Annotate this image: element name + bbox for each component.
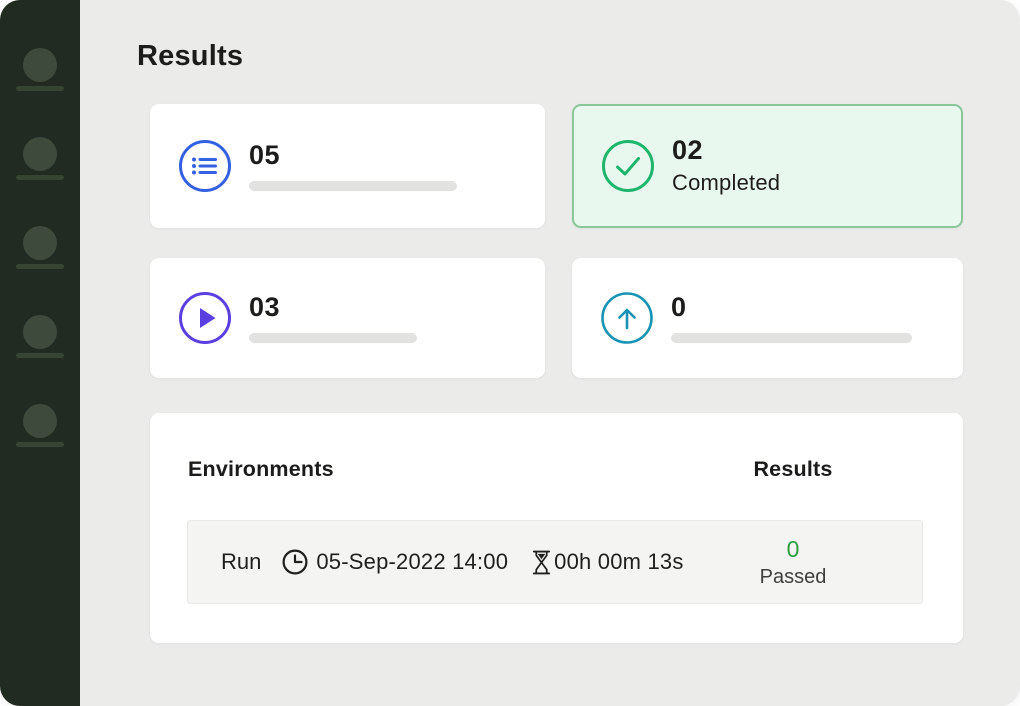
avatar-label-placeholder — [16, 86, 64, 91]
page-title: Results — [137, 40, 244, 72]
environments-heading: Environments — [188, 457, 334, 481]
avatar-label-placeholder — [16, 175, 64, 180]
completed-count: 02 — [672, 135, 704, 166]
avatar-label-placeholder — [16, 264, 64, 269]
environments-panel: Environments Results Run 05-Sep-2022 14:… — [150, 413, 963, 643]
running-bar-placeholder — [249, 333, 417, 344]
environment-name: Run — [221, 549, 262, 574]
list-icon — [179, 140, 231, 192]
run-start-time: 05-Sep-2022 14:00 — [316, 549, 509, 574]
stat-card-running[interactable]: 03 — [150, 258, 545, 378]
uploaded-count: 0 — [671, 291, 687, 322]
completed-label: Completed — [672, 169, 781, 195]
user-avatar-icon — [23, 404, 57, 438]
sidebar-item-user-2[interactable] — [0, 137, 80, 180]
stat-card-uploaded[interactable]: 0 — [572, 258, 963, 378]
uploaded-bar-placeholder — [671, 333, 912, 344]
clock-icon — [282, 549, 308, 575]
passed-label: Passed — [759, 565, 827, 588]
stat-card-completed[interactable]: 02 Completed — [572, 104, 963, 228]
play-circle-icon — [179, 292, 231, 344]
arrow-up-circle-icon — [601, 292, 653, 344]
total-bar-placeholder — [249, 181, 457, 192]
sidebar-item-user-1[interactable] — [0, 48, 80, 91]
user-avatar-icon — [23, 48, 57, 82]
hourglass-icon — [533, 550, 551, 574]
avatar-label-placeholder — [16, 442, 64, 447]
running-count: 03 — [249, 291, 281, 322]
check-circle-icon — [602, 140, 654, 192]
sidebar-item-user-4[interactable] — [0, 315, 80, 358]
sidebar-item-user-5[interactable] — [0, 404, 80, 447]
passed-count: 0 — [786, 536, 800, 563]
results-column-heading: Results — [753, 457, 833, 481]
avatar-label-placeholder — [16, 353, 64, 358]
run-result: 0 Passed — [748, 521, 838, 605]
sidebar — [0, 0, 80, 706]
user-avatar-icon — [23, 137, 57, 171]
total-count: 05 — [249, 139, 281, 170]
user-avatar-icon — [23, 315, 57, 349]
run-duration: 00h 00m 13s — [554, 549, 684, 574]
user-avatar-icon — [23, 226, 57, 260]
sidebar-item-user-3[interactable] — [0, 226, 80, 269]
stat-card-total[interactable]: 05 — [150, 104, 545, 228]
environment-row[interactable]: Run 05-Sep-2022 14:00 00h 00m 13s 0 Pass… — [187, 520, 923, 604]
